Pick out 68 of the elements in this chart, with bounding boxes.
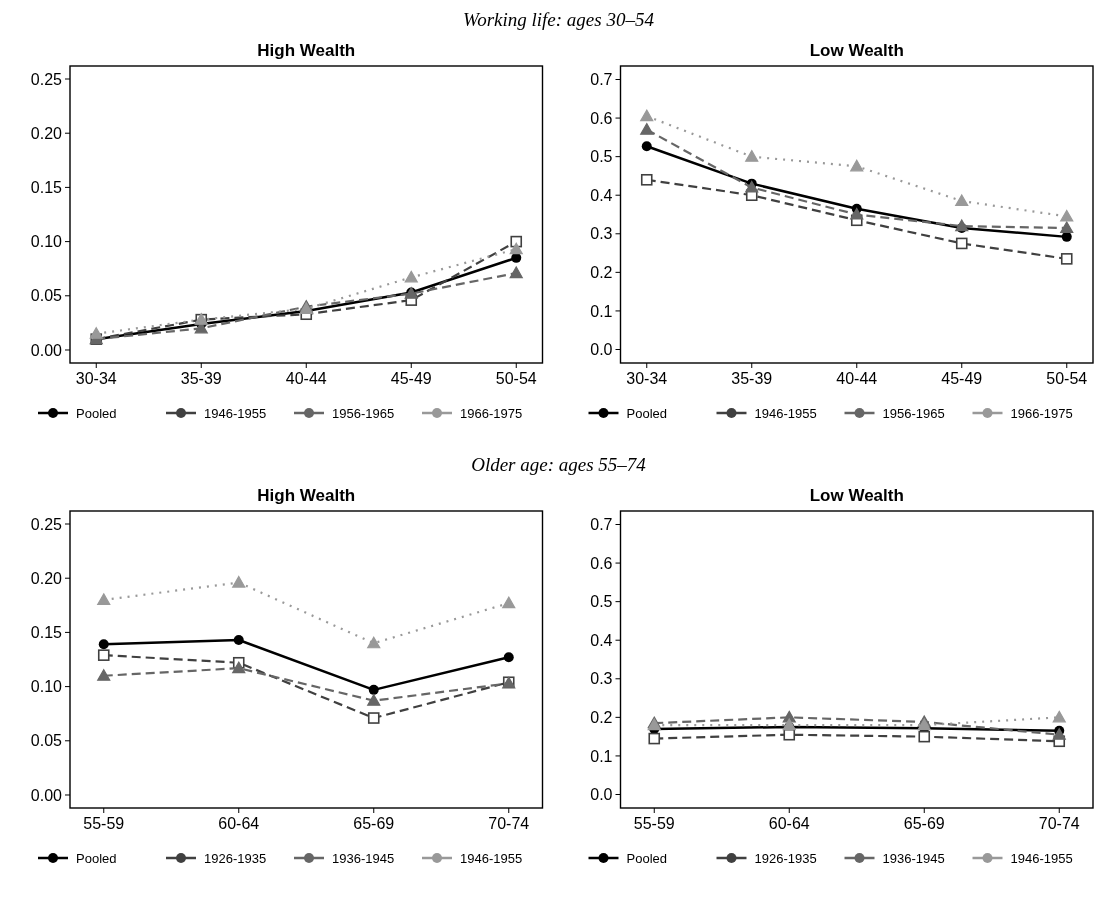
y-tick-label: 0.1 (590, 302, 613, 320)
y-tick-label: 0.25 (30, 515, 63, 533)
legend-label: Pooled (76, 405, 117, 421)
x-tick-label: 65-69 (903, 815, 945, 832)
legend-label: 1966-1975 (460, 405, 523, 421)
y-tick-label: 0.6 (590, 109, 613, 127)
y-tick-label: 0.4 (590, 631, 613, 649)
y-tick-label: 0.5 (590, 148, 613, 166)
legend-label: 1946-1955 (754, 405, 817, 421)
y-tick-label: 0.0 (590, 341, 613, 359)
y-tick-label: 0.05 (30, 732, 63, 750)
y-tick-label: 0.25 (30, 70, 63, 88)
legend-label: 1936-1945 (882, 850, 945, 866)
legend-label: Pooled (626, 405, 667, 421)
legend-label: 1936-1945 (332, 850, 395, 866)
y-tick-label: 0.6 (590, 554, 613, 572)
y-tick-label: 0.20 (30, 124, 63, 142)
x-tick-label: 30-34 (75, 370, 117, 387)
y-tick-label: 0.7 (590, 71, 613, 89)
chart-title: High Wealth (257, 41, 356, 60)
y-tick-label: 0.7 (590, 516, 613, 534)
legend-label: 1966-1975 (1010, 405, 1073, 421)
legend-label: 1956-1965 (332, 405, 395, 421)
text: Older age: ages 55–74 (471, 454, 647, 475)
x-tick-label: 45-49 (390, 370, 432, 387)
chart-title: Low Wealth (809, 486, 904, 505)
legend-label: Pooled (626, 850, 667, 866)
y-tick-label: 0.15 (30, 179, 63, 196)
y-tick-label: 0.00 (30, 341, 63, 359)
x-tick-label: 60-64 (218, 815, 260, 832)
x-tick-label: 70-74 (1038, 815, 1080, 832)
y-tick-label: 0.3 (590, 670, 613, 688)
legend-label: 1926-1935 (754, 850, 817, 866)
x-tick-label: 55-59 (633, 815, 675, 832)
x-tick-label: 50-54 (1046, 370, 1088, 387)
legend-label: Pooled (76, 850, 117, 866)
chart-title: Low Wealth (809, 41, 904, 60)
y-tick-label: 0.2 (590, 263, 613, 281)
legend-label: 1946-1955 (460, 850, 523, 866)
x-tick-label: 40-44 (285, 370, 327, 387)
y-tick-label: 0.15 (30, 624, 63, 641)
x-tick-label: 40-44 (836, 370, 878, 387)
y-tick-label: 0.10 (30, 678, 63, 696)
y-tick-label: 0.1 (590, 747, 613, 765)
x-tick-label: 50-54 (495, 370, 537, 387)
x-tick-label: 70-74 (488, 815, 530, 832)
y-tick-label: 0.05 (30, 287, 63, 305)
y-tick-label: 0.10 (30, 233, 63, 251)
legend-label: 1926-1935 (204, 850, 267, 866)
text: Working life: ages 30–54 (463, 9, 655, 30)
y-tick-label: 0.00 (30, 786, 63, 804)
x-tick-label: 45-49 (941, 370, 983, 387)
legend-label: 1946-1955 (1010, 850, 1073, 866)
x-tick-label: 65-69 (353, 815, 395, 832)
x-tick-label: 55-59 (83, 815, 125, 832)
y-tick-label: 0.20 (30, 569, 63, 587)
legend-label: 1946-1955 (204, 405, 267, 421)
y-tick-label: 0.2 (590, 708, 613, 726)
y-tick-label: 0.3 (590, 225, 613, 243)
x-tick-label: 35-39 (731, 370, 773, 387)
chart-title: High Wealth (257, 486, 356, 505)
y-tick-label: 0.0 (590, 786, 613, 804)
x-tick-label: 35-39 (180, 370, 222, 387)
y-tick-label: 0.4 (590, 186, 613, 204)
x-tick-label: 60-64 (768, 815, 810, 832)
y-tick-label: 0.5 (590, 593, 613, 611)
x-tick-label: 30-34 (626, 370, 668, 387)
legend-label: 1956-1965 (882, 405, 945, 421)
